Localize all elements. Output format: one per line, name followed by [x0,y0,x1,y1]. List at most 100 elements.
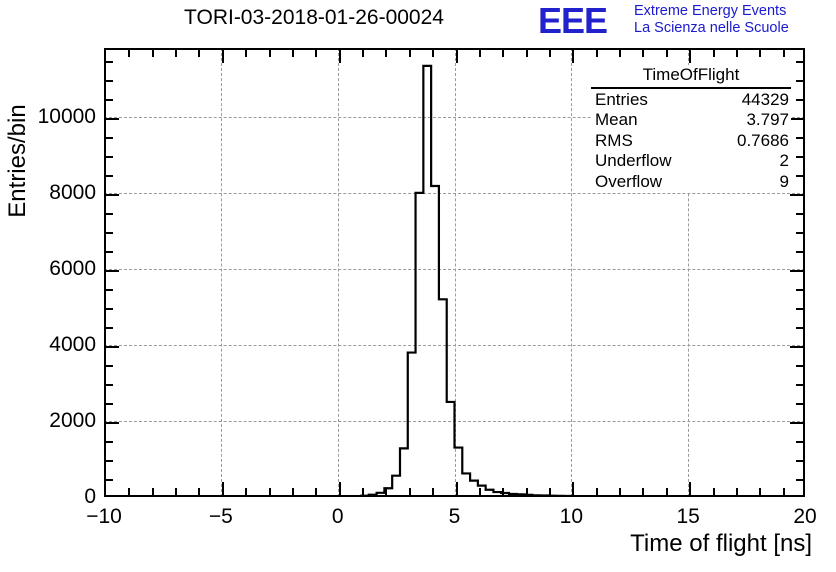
x-tick-top-minor [665,50,668,57]
y-tick-minor [106,60,113,63]
x-tick-label: 20 [793,505,817,528]
y-tick-major [106,345,119,348]
eee-logo-line1: Extreme Energy Events [634,3,787,19]
y-tick-minor [106,136,113,139]
y-tick-right-minor [796,231,803,234]
stats-row-key: Mean [595,110,638,129]
y-tick-right-minor [796,459,803,462]
stats-row-value: 9 [779,171,789,191]
x-tick-top-minor [408,50,411,57]
y-tick-major [106,117,119,120]
y-tick-label: 8000 [49,180,96,204]
stats-row-value: 0.7686 [737,130,789,150]
y-tick-right-minor [796,478,803,481]
y-tick-major [106,421,119,424]
stats-row-key: Underflow [595,151,672,170]
gridline-vertical [454,48,456,497]
x-tick-minor [759,488,762,495]
x-tick-minor [362,488,365,495]
stats-row-value: 2 [779,151,789,170]
x-tick-top-minor [478,50,481,57]
x-tick-minor [128,488,131,495]
y-tick-right-minor [796,250,803,253]
y-tick-minor [106,231,113,234]
x-tick-minor [619,488,622,495]
x-tick-major [572,482,575,495]
x-tick-minor [525,488,528,495]
x-tick-top-major [572,50,575,63]
x-tick-top-major [455,50,458,63]
y-tick-minor [106,364,113,367]
y-tick-right-major [790,117,803,120]
y-tick-major [106,269,119,272]
y-tick-right-minor [796,155,803,158]
x-tick-minor [782,488,785,495]
y-tick-right-minor [796,326,803,329]
x-tick-top-minor [268,50,271,57]
stats-row-key: RMS [595,130,633,150]
x-tick-top-minor [291,50,294,57]
x-tick-minor [291,488,294,495]
y-tick-right-minor [796,307,803,310]
gridline-vertical [337,48,339,497]
x-tick-top-minor [525,50,528,57]
x-tick-minor [712,488,715,495]
y-tick-right-minor [796,383,803,386]
x-tick-top-minor [548,50,551,57]
stats-box: TimeOfFlight Entries 44329 Mean 3.797 RMS 0.7… [591,65,791,192]
x-tick-label: 5 [448,505,461,528]
stats-box-rows: Entries 44329 Mean 3.797 RMS 0.7686 Underflow 2… [591,90,791,193]
x-tick-top-minor [175,50,178,57]
y-tick-minor [106,459,113,462]
stats-row: Mean 3.797 [591,110,791,131]
y-axis-title: Entries/bin [4,104,31,218]
y-tick-minor [106,402,113,405]
stats-row-value: 3.797 [746,110,789,129]
y-tick-minor [106,288,113,291]
x-tick-minor [595,488,598,495]
y-tick-label: 6000 [49,256,96,280]
y-tick-right-minor [796,79,803,82]
y-tick-right-minor [796,364,803,367]
y-tick-minor [106,326,113,329]
eee-logo-mark: EEE [538,0,608,41]
x-tick-minor [245,488,248,495]
x-tick-minor [735,488,738,495]
x-tick-minor [665,488,668,495]
x-tick-major [338,482,341,495]
gridline-vertical [571,48,573,497]
y-tick-right-minor [796,402,803,405]
y-tick-right-minor [796,136,803,139]
y-tick-right-minor [796,288,803,291]
x-tick-top-minor [432,50,435,57]
y-tick-major [106,193,119,196]
y-tick-minor [106,383,113,386]
y-tick-right-minor [796,174,803,177]
x-tick-top-minor [735,50,738,57]
eee-logo-text: Extreme Energy Events La Scienza nelle S… [634,3,789,37]
stats-row-key: Entries [595,89,648,109]
y-tick-minor [106,79,113,82]
stats-row: RMS 0.7686 [591,131,791,152]
x-tick-top-minor [151,50,154,57]
x-tick-top-minor [619,50,622,57]
x-tick-minor [642,488,645,495]
x-tick-top-minor [362,50,365,57]
x-tick-minor [385,488,388,495]
y-tick-label: 0 [84,485,96,508]
x-tick-top-minor [712,50,715,57]
y-tick-minor [106,250,113,253]
eee-logo-line2: La Scienza nelle Scuole [634,20,789,36]
stats-row: Overflow 9 [591,172,791,193]
y-tick-label: 2000 [49,408,96,432]
x-tick-major [455,482,458,495]
x-tick-label: 15 [676,505,700,528]
y-tick-label: 10000 [37,104,96,128]
y-tick-right-minor [796,60,803,63]
y-tick-minor [106,155,113,158]
y-tick-minor [106,440,113,443]
stats-row-value: 44329 [741,89,789,109]
gridline-vertical [688,48,690,497]
y-tick-minor [106,212,113,215]
